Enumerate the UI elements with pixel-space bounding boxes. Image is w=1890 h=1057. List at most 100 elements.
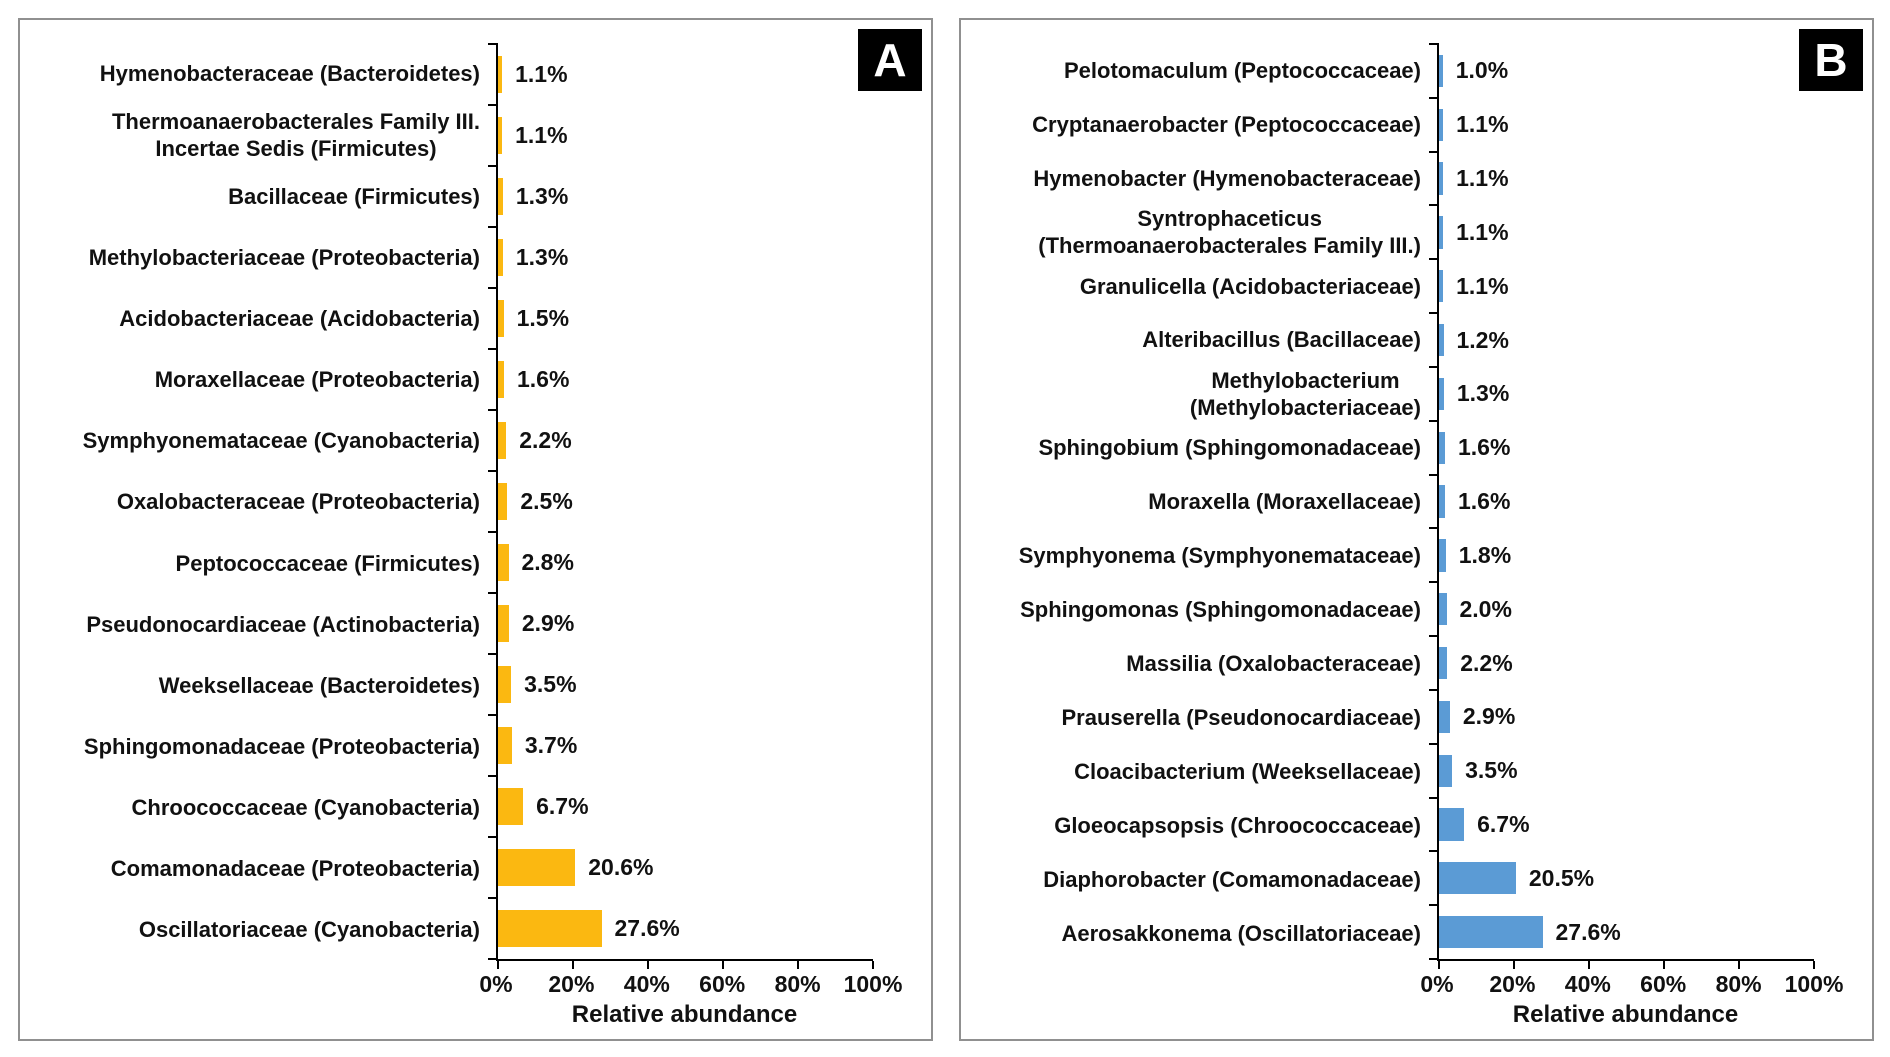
value-label: 2.9% [521,610,575,636]
category-label: Methylobacterium (Methylobacteriaceae) [967,368,1437,422]
y-axis-tick [488,592,498,594]
x-axis-tick-label: 0% [1420,971,1454,997]
y-axis-tick [1429,958,1439,960]
bar-row: 2.8% [498,532,873,593]
y-axis-tick [1429,150,1439,153]
bar [498,727,512,764]
x-axis-tick-label: 100% [1784,971,1844,997]
y-axis-tick [1429,850,1439,853]
category-label-text: Thermoanaerobacterales Family III. Incer… [111,109,480,161]
value-label: 1.6% [1458,434,1511,461]
category-label: Oxalobacteraceae (Proteobacteria) [26,472,496,533]
y-axis-tick [488,530,498,533]
x-axis-tick [1438,961,1440,969]
bar-row: 20.5% [1439,851,1814,905]
category-label-text: Chroococcaceae (Cyanobacteria) [131,795,480,821]
x-axis-tick [1663,961,1665,969]
x-axis-tick [1738,961,1740,969]
x-axis-tick [1588,961,1590,969]
value-label: 3.7% [524,732,578,758]
value-label: 2.8% [521,549,574,575]
category-label: Pelotomaculum (Peptococcaceae) [967,44,1437,98]
y-axis-tick [488,286,498,289]
category-label: Acidobacteriaceae (Acidobacteria) [26,289,496,350]
y-axis-tick [1429,43,1439,45]
y-axis-tick [1429,796,1439,799]
value-label: 2.2% [1460,649,1513,676]
category-label: Symphyonema (Symphyonemataceae) [967,529,1437,583]
y-axis-tick [488,409,498,411]
value-label: 1.1% [1456,272,1509,299]
bar-row: 6.7% [1439,798,1814,852]
value-label: 1.0% [1455,57,1509,84]
plot-area: 1.0% 1.1% 1.1% 1.1% 1.1% 1.2% 1.3% 1.6% 1.6% 1.8%… [1429,43,1815,969]
category-label-text: Sphingomonas (Sphingomonadaceae) [1020,597,1421,623]
bar-row: 1.0% [1439,44,1814,98]
bar [1439,539,1446,572]
category-label-text: Comamonadaceae (Proteobacteria) [110,856,480,882]
y-axis-tick [488,347,498,350]
bar [1439,108,1444,141]
value-label: 20.6% [588,854,654,880]
bar-row: 6.7% [498,776,873,837]
y-axis-tick [488,897,498,899]
bar-row: 3.5% [498,654,873,715]
bar [498,605,509,642]
category-label-text: Bacillaceae (Firmicutes) [228,183,480,209]
category-label-text: Methylobacteriaceae (Proteobacteria) [88,244,480,270]
bar-row: 2.2% [498,410,873,471]
category-label-text: Sphingomonadaceae (Proteobacteria) [83,733,480,759]
y-axis-tick [1429,365,1439,368]
bar [498,910,602,947]
y-axis-tick [488,958,498,960]
panel-b: B Pelotomaculum (Peptococcaceae) Cryptana… [959,18,1874,1041]
bar-row: 1.1% [498,44,873,105]
bar [498,117,503,154]
value-label: 1.1% [1456,165,1509,192]
value-label: 1.3% [1456,380,1510,407]
y-axis-tick [488,835,498,838]
category-label: Methylobacteriaceae (Proteobacteria) [26,227,496,288]
bar-row: 2.9% [498,593,873,654]
x-axis-tick-label: 40% [623,971,670,997]
category-label: Comamonadaceae (Proteobacteria) [26,839,496,900]
value-label: 1.3% [515,244,569,270]
x-axis-title: Relative abundance [1512,1001,1739,1028]
x-axis-tick [722,961,724,969]
y-axis-tick [1429,204,1439,207]
bar-row: 1.1% [1439,259,1814,313]
value-label: 2.5% [520,488,573,514]
value-label: 1.5% [516,305,570,331]
category-label: Cloacibacterium (Weeksellaceae) [967,745,1437,799]
y-axis-tick [1429,312,1439,315]
x-axis-tick-label: 100% [843,971,903,997]
value-label: 2.0% [1459,595,1512,622]
x-axis-tick [797,961,799,969]
category-label-text: Prauserella (Pseudonocardiaceae) [1061,705,1422,731]
bar [498,666,512,703]
bar-row: 3.7% [498,715,873,776]
value-label: 1.1% [515,61,568,87]
y-axis-tick [1429,688,1439,691]
y-axis-tick [1429,581,1439,584]
x-axis-tick-label: 40% [1564,971,1611,997]
value-label: 1.1% [515,122,568,148]
bar-row: 1.6% [498,349,873,410]
value-label: 1.8% [1458,541,1512,568]
value-label: 20.5% [1528,864,1595,891]
panel-a-badge: A [858,29,922,91]
category-label-text: Weeksellaceae (Bacteroidetes) [158,672,480,698]
category-label: Prauserella (Pseudonocardiaceae) [967,691,1437,745]
x-axis-tick-label: 80% [1715,971,1762,997]
category-label: Alteribacillus (Bacillaceae) [967,314,1437,368]
category-label: Weeksellaceae (Bacteroidetes) [26,655,496,716]
category-label-text: Symphyonemataceae (Cyanobacteria) [82,428,480,454]
category-label-text: Hymenobacter (Hymenobacteraceae) [1033,165,1421,191]
category-label: Thermoanaerobacterales Family III. Incer… [26,105,496,166]
category-label-text: Moraxellaceae (Proteobacteria) [154,367,480,393]
value-label: 3.5% [524,671,577,697]
value-label: 1.6% [1458,488,1511,515]
x-axis-tick [1513,961,1515,969]
category-label-text: Granulicella (Acidobacteriaceae) [1079,273,1421,299]
category-label: Symphyonemataceae (Cyanobacteria) [26,411,496,472]
